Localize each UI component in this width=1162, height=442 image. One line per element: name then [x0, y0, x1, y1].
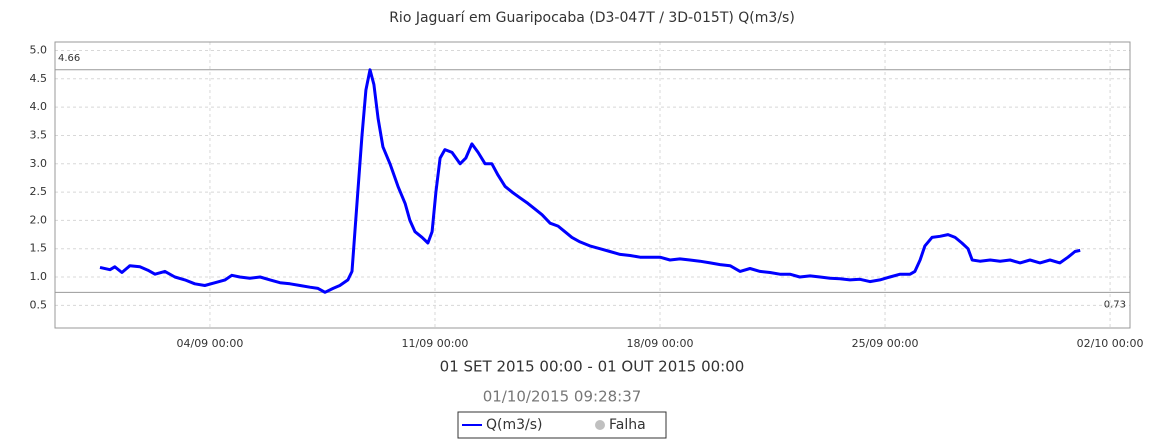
- y-tick-label: 4.0: [30, 100, 48, 113]
- x-tick-label: 04/09 00:00: [176, 337, 243, 350]
- timestamp: 01/10/2015 09:28:37: [483, 388, 642, 406]
- reference-label: 4.66: [58, 53, 80, 64]
- y-tick-label: 1.0: [30, 270, 48, 283]
- data-line: [99, 68, 1081, 294]
- y-tick-label: 0.5: [30, 298, 48, 311]
- plot-frame: [54, 41, 1131, 329]
- x-tick-label: 02/10 00:00: [1077, 337, 1144, 350]
- chart-title: Rio Jaguarí em Guaripocaba (D3-047T / 3D…: [389, 10, 795, 26]
- x-tick-label: 11/09 00:00: [402, 337, 469, 350]
- x-tick-label: 18/09 00:00: [627, 337, 694, 350]
- x-axis-label: 01 SET 2015 00:00 - 01 OUT 2015 00:00: [440, 358, 745, 376]
- y-tick-label: 1.5: [30, 242, 48, 255]
- y-tick-label: 4.5: [30, 72, 48, 85]
- legend-swatch: [595, 420, 605, 430]
- x-tick-label: 25/09 00:00: [852, 337, 919, 350]
- legend-label: Falha: [609, 417, 646, 433]
- y-tick-label: 3.5: [30, 128, 48, 141]
- y-tick-label: 5.0: [30, 43, 48, 56]
- legend-label: Q(m3/s): [486, 417, 543, 433]
- y-tick-label: 2.5: [30, 185, 48, 198]
- reference-label: 0.73: [1104, 299, 1126, 310]
- legend-box: [457, 411, 667, 439]
- y-tick-label: 3.0: [30, 157, 48, 170]
- y-tick-label: 2.0: [30, 213, 48, 226]
